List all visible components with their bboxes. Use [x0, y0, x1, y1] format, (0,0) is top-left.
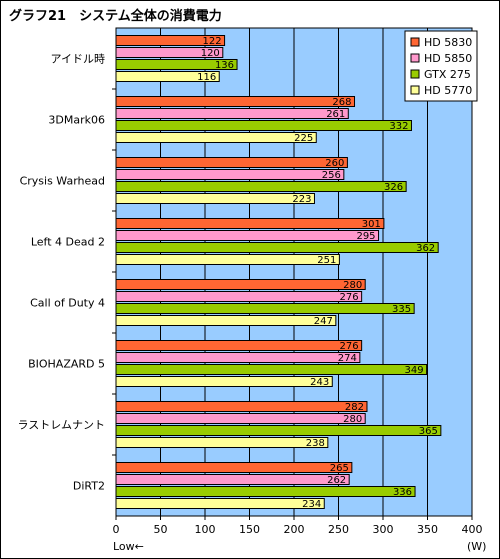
bar-value-label: 276 — [340, 341, 359, 352]
legend-label: HD 5830 — [424, 36, 472, 49]
bar — [115, 108, 349, 119]
bar-value-label: 136 — [215, 60, 234, 71]
bar-value-label: 301 — [362, 219, 381, 230]
bar-value-label: 120 — [201, 48, 220, 59]
category-label: Crysis Warhead — [20, 175, 105, 188]
bar-value-label: 349 — [405, 365, 424, 376]
bar — [115, 120, 412, 131]
bar — [115, 364, 428, 375]
bar-value-label: 280 — [343, 280, 362, 291]
bar — [115, 279, 366, 290]
bar — [115, 193, 315, 204]
category-label: 3DMark06 — [48, 114, 105, 127]
x-tick-label: 150 — [239, 523, 260, 536]
chart-title: グラフ21 システム全体の消費電力 — [9, 8, 222, 24]
bar-value-label: 260 — [325, 158, 344, 169]
bar — [115, 47, 224, 58]
bar-value-label: 251 — [317, 255, 336, 266]
bar-value-label: 238 — [306, 438, 325, 449]
direction-note: Low← — [113, 540, 144, 553]
category-label: ラストレムナント — [17, 419, 105, 432]
bar-value-label: 247 — [314, 316, 333, 327]
x-tick-label: 200 — [284, 523, 305, 536]
bar — [115, 71, 220, 82]
category-label: BIOHAZARD 5 — [28, 358, 105, 371]
bar — [115, 157, 348, 168]
bar — [115, 230, 380, 241]
bar-value-label: 265 — [330, 463, 349, 474]
x-axis-unit: (W) — [467, 540, 486, 553]
bar-value-label: 295 — [356, 231, 375, 242]
bar-value-label: 116 — [197, 72, 216, 83]
bar — [115, 425, 442, 436]
bar — [115, 315, 337, 326]
bar — [115, 218, 385, 229]
bar — [115, 437, 329, 448]
bar-value-label: 362 — [416, 243, 435, 254]
bar-value-label: 336 — [393, 487, 412, 498]
legend-swatch — [410, 37, 420, 47]
bar — [115, 340, 363, 351]
bar-value-label: 223 — [292, 194, 311, 205]
legend-label: HD 5850 — [424, 52, 472, 65]
bar — [115, 401, 368, 412]
bar — [115, 291, 363, 302]
x-tick-label: 50 — [154, 523, 168, 536]
x-tick-label: 400 — [462, 523, 483, 536]
bar-value-label: 225 — [294, 133, 313, 144]
bar-value-label: 280 — [343, 414, 362, 425]
category-label: アイドル時 — [51, 53, 105, 66]
bar-value-label: 276 — [340, 292, 359, 303]
bar — [115, 413, 366, 424]
bar — [115, 35, 226, 46]
x-tick-label: 250 — [328, 523, 349, 536]
x-tick-label: 100 — [195, 523, 216, 536]
bar — [115, 498, 325, 509]
bar — [115, 96, 356, 107]
bar-value-label: 268 — [332, 97, 351, 108]
legend-label: GTX 275 — [424, 68, 471, 81]
bar — [115, 474, 350, 485]
legend-swatch — [410, 69, 420, 79]
bar — [115, 462, 353, 473]
bar-value-label: 326 — [384, 182, 403, 193]
bar — [115, 352, 361, 363]
legend-swatch — [410, 85, 420, 95]
bar — [115, 242, 439, 253]
bar — [115, 59, 238, 70]
bar-value-label: 332 — [389, 121, 408, 132]
bar — [115, 376, 333, 387]
x-tick-label: 0 — [113, 523, 120, 536]
category-labels: アイドル時 3DMark06 Crysis Warhead Left 4 Dead 2… — [17, 53, 116, 493]
category-label: Call of Duty 4 — [30, 297, 105, 310]
legend: HD 5830 HD 5850 GTX 275 HD 5770 — [404, 30, 478, 102]
legend-label: HD 5770 — [424, 84, 472, 97]
bar — [115, 486, 416, 497]
bar — [115, 132, 317, 143]
bar-value-label: 261 — [326, 109, 345, 120]
bar-value-label: 274 — [338, 353, 357, 364]
category-label: DiRT2 — [73, 480, 105, 493]
x-tick-label: 300 — [373, 523, 394, 536]
bar-value-label: 262 — [327, 475, 346, 486]
x-axis-ticks: 0 50 100 150 200 250 300 350 400 — [113, 516, 483, 536]
bar-value-label: 335 — [392, 304, 411, 315]
bar-value-label: 256 — [322, 170, 341, 181]
bar-value-label: 234 — [302, 499, 321, 510]
bar-value-label: 282 — [345, 402, 364, 413]
legend-swatch — [410, 53, 420, 63]
category-label: Left 4 Dead 2 — [31, 236, 105, 249]
bars: 1221201361162682613322252602563262233012… — [115, 35, 442, 510]
bar-value-label: 243 — [310, 377, 329, 388]
bar-value-label: 122 — [202, 36, 221, 47]
bar — [115, 303, 415, 314]
bar — [115, 181, 407, 192]
bar — [115, 254, 340, 265]
bar-value-label: 365 — [419, 426, 438, 437]
bar — [115, 169, 345, 180]
x-tick-label: 350 — [417, 523, 438, 536]
